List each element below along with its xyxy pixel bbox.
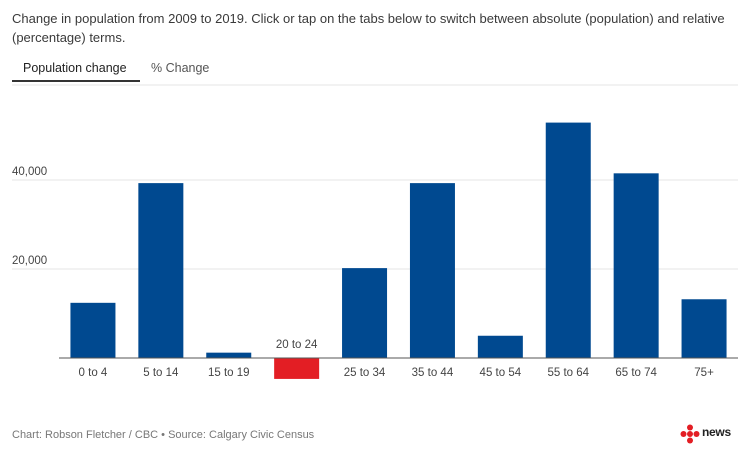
bar [613,173,659,358]
logo-wordmark: news [702,425,731,439]
chart-description: Change in population from 2009 to 2019. … [12,11,725,45]
bar [545,122,591,358]
x-tick-label: 75+ [694,367,714,379]
bar [409,183,455,358]
x-tick-label: 65 to 74 [615,367,657,379]
bar [70,302,116,358]
x-tick-label: 35 to 44 [412,367,454,379]
x-tick-label: 5 to 14 [143,367,179,379]
x-tick-label: 20 to 24 [276,339,318,351]
y-tick-label: 20,000 [12,255,47,267]
x-tick-label: 25 to 34 [344,367,386,379]
tab-percent-change[interactable]: % Change [151,61,210,75]
x-tick-label: 55 to 64 [547,367,589,379]
bar [681,299,727,358]
bar [342,268,388,358]
tab-bar: Population change % Change [12,58,738,84]
bar [206,352,252,358]
cbc-gem-icon [680,424,700,444]
x-tick-label: 15 to 19 [208,367,250,379]
x-tick-label: 45 to 54 [480,367,522,379]
bar [274,358,320,379]
bar [477,335,523,358]
cbc-news-logo: news [680,424,736,444]
bar-chart: 20,000 40,000 0 to 4 5 to 14 15 to 19 20 to 2… [12,84,738,379]
chart-credit: Chart: Robson Fletcher / CBC • Source: C… [12,429,315,441]
x-tick-label: 0 to 4 [79,367,108,379]
bar [138,183,184,358]
y-tick-label: 40,000 [12,166,47,178]
tab-population-change[interactable]: Population change [12,58,140,82]
